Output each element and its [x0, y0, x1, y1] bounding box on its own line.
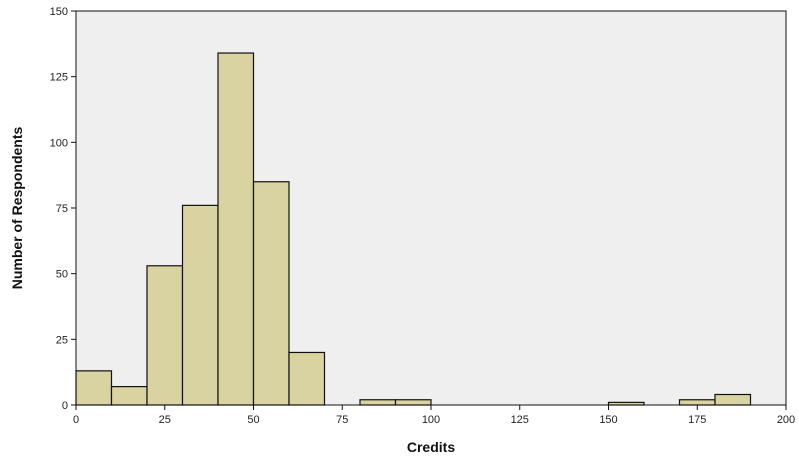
x-tick-label: 175 [688, 414, 706, 426]
x-tick-label: 150 [599, 414, 617, 426]
x-tick-label: 100 [422, 414, 440, 426]
y-tick-label: 125 [50, 72, 68, 84]
x-axis-title: Credits [407, 439, 455, 455]
histogram-bar [181, 204, 219, 406]
x-tick-label: 200 [777, 414, 795, 426]
y-axis-title: Number of Respondents [9, 127, 25, 290]
histogram-bar [359, 399, 397, 406]
histogram-bar [252, 181, 290, 406]
x-tick-label: 25 [159, 414, 171, 426]
y-tick-label: 50 [56, 269, 68, 281]
histogram-bar [146, 265, 184, 406]
x-tick-label: 0 [73, 414, 79, 426]
bars-group [75, 52, 752, 406]
histogram-bar [288, 351, 326, 406]
histogram-bar [394, 399, 432, 406]
y-tick-label: 75 [56, 203, 68, 215]
x-tick-label: 75 [336, 414, 348, 426]
histogram-bar [110, 386, 148, 406]
y-tick-label: 0 [62, 400, 68, 412]
x-tick-label: 50 [247, 414, 259, 426]
axes-group: 0 25 50 75 100 125 150 175 200 0 25 50 75 100 125 150 [50, 6, 796, 426]
histogram-bar [678, 399, 716, 406]
histogram-bar [75, 370, 113, 406]
y-tick-label: 100 [50, 137, 68, 149]
y-tick-label: 25 [56, 334, 68, 346]
histogram-bar [217, 52, 255, 406]
x-tick-label: 125 [511, 414, 529, 426]
y-tick-label: 150 [50, 6, 68, 18]
histogram-bar [714, 393, 752, 406]
